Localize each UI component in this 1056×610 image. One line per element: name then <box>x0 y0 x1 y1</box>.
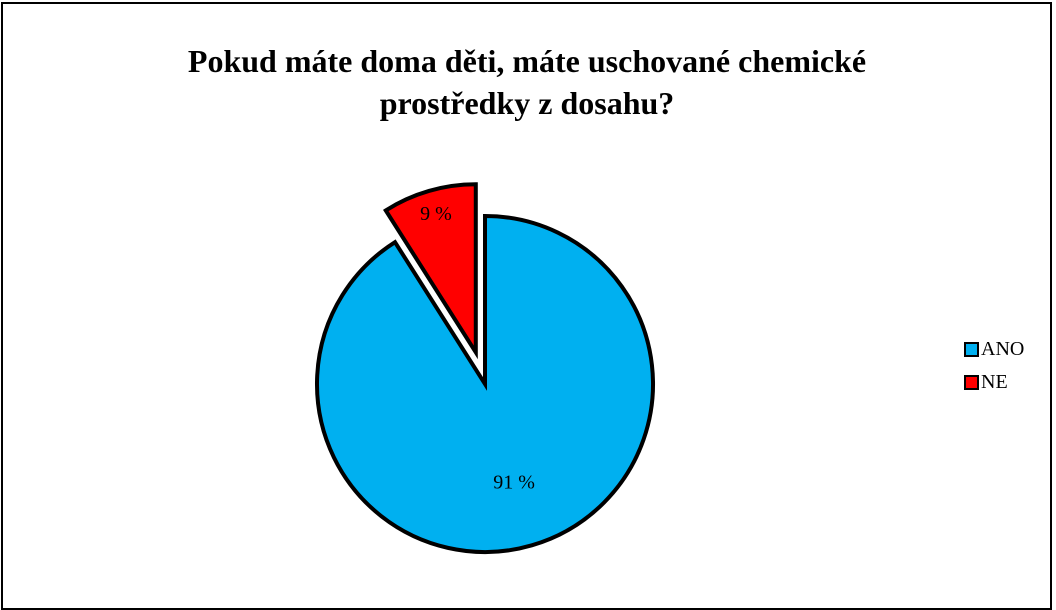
chart-title: Pokud máte doma děti, máte uschované che… <box>3 40 1051 124</box>
chart-title-line-2: prostředky z dosahu? <box>379 85 675 121</box>
legend-swatch-ne <box>964 374 979 390</box>
pie-slice-ne <box>383 182 478 360</box>
data-label-ano: 91 % <box>493 472 535 494</box>
legend-label-ne: NE <box>981 370 1008 393</box>
legend-swatch-ano <box>964 341 979 357</box>
pie-chart: 91 % 9 % <box>315 182 655 554</box>
legend-label-ano: ANO <box>981 337 1025 360</box>
data-label-ne: 9 % <box>420 203 452 225</box>
legend-item-ne: NE <box>964 370 1024 394</box>
chart-title-line-1: Pokud máte doma děti, máte uschované che… <box>187 43 867 79</box>
legend: ANO NE <box>964 337 1024 403</box>
pie-slice-ano <box>315 213 655 554</box>
legend-item-ano: ANO <box>964 337 1024 361</box>
